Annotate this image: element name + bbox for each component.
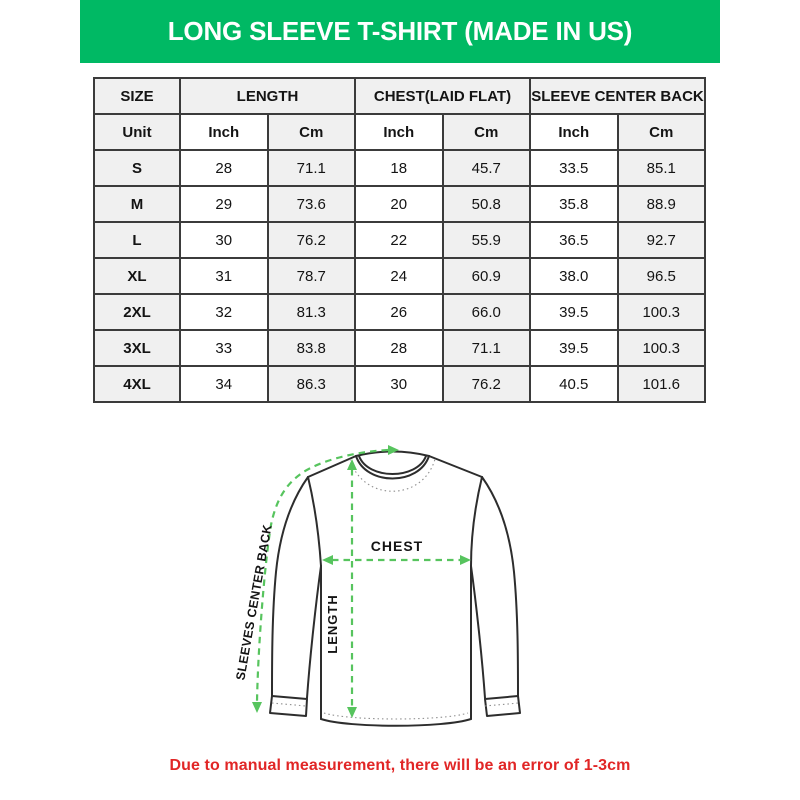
chest-arrowhead-right [460, 555, 471, 565]
value-cell: 30 [179, 221, 269, 259]
size-chart-table-body: S 28 71.1 18 45.7 33.5 85.1 M 29 73.6 20 50.8 35.8 88… [93, 149, 706, 403]
unit-header-cell: Inch [529, 113, 619, 151]
size-row: 4XL 34 86.3 30 76.2 40.5 101.6 [93, 365, 706, 403]
unit-header-cell: Cm [266, 113, 356, 151]
length-arrowhead-top [347, 459, 357, 470]
unit-header-cell: Cm [441, 113, 531, 151]
value-cell: 60.9 [441, 257, 531, 295]
value-cell: 39.5 [529, 329, 619, 367]
value-cell: 33 [179, 329, 269, 367]
unit-header-cell: Inch [354, 113, 444, 151]
value-cell: 39.5 [529, 293, 619, 331]
size-cell: L [93, 221, 181, 259]
value-cell: 50.8 [441, 185, 531, 223]
unit-header-cell: Unit [93, 113, 181, 151]
size-row: 2XL 32 81.3 26 66.0 39.5 100.3 [93, 293, 706, 331]
value-cell: 38.0 [529, 257, 619, 295]
stitch-lines [271, 458, 520, 720]
value-cell: 34 [179, 365, 269, 403]
value-cell: 71.1 [266, 149, 356, 187]
length-measure-label: LENGTH [325, 594, 340, 653]
arrowheads [252, 445, 471, 718]
column-group-header: LENGTH [179, 77, 356, 115]
value-cell: 81.3 [266, 293, 356, 331]
value-cell: 22 [354, 221, 444, 259]
value-cell: 76.2 [441, 365, 531, 403]
chest-measure-label: CHEST [371, 538, 423, 554]
unit-header-cell: Cm [616, 113, 706, 151]
column-group-header: SLEEVE CENTER BACK [529, 77, 706, 115]
value-cell: 88.9 [616, 185, 706, 223]
size-cell: 2XL [93, 293, 181, 331]
sleeve-center-back-label: SLEEVES CENTER BACK [233, 523, 274, 681]
page-title: LONG SLEEVE T-SHIRT (MADE IN US) [167, 16, 633, 46]
value-cell: 71.1 [441, 329, 531, 367]
size-row: M 29 73.6 20 50.8 35.8 88.9 [93, 185, 706, 223]
value-cell: 33.5 [529, 149, 619, 187]
size-cell: 3XL [93, 329, 181, 367]
length-arrowhead-bottom [347, 707, 357, 718]
value-cell: 20 [354, 185, 444, 223]
size-chart-table: SIZE LENGTH CHEST(LAID FLAT) SLEEVE CENTER … [93, 77, 706, 403]
value-cell: 76.2 [266, 221, 356, 259]
value-cell: 78.7 [266, 257, 356, 295]
value-cell: 86.3 [266, 365, 356, 403]
value-cell: 83.8 [266, 329, 356, 367]
value-cell: 29 [179, 185, 269, 223]
value-cell: 18 [354, 149, 444, 187]
size-row: 3XL 33 83.8 28 71.1 39.5 100.3 [93, 329, 706, 367]
value-cell: 100.3 [616, 329, 706, 367]
value-cell: 85.1 [616, 149, 706, 187]
value-cell: 36.5 [529, 221, 619, 259]
value-cell: 101.6 [616, 365, 706, 403]
value-cell: 28 [354, 329, 444, 367]
size-cell: XL [93, 257, 181, 295]
size-chart-table-head: SIZE LENGTH CHEST(LAID FLAT) SLEEVE CENTER … [93, 77, 706, 151]
sleeve-arrowhead-neck [388, 445, 399, 455]
value-cell: 66.0 [441, 293, 531, 331]
size-cell: S [93, 149, 181, 187]
unit-header-cell: Inch [179, 113, 269, 151]
value-cell: 28 [179, 149, 269, 187]
value-cell: 30 [354, 365, 444, 403]
value-cell: 40.5 [529, 365, 619, 403]
measurement-error-note: Due to manual measurement, there will be… [169, 757, 631, 774]
sleeve-arrowhead-cuff [252, 702, 262, 713]
value-cell: 92.7 [616, 221, 706, 259]
shirt-measurement-diagram: CHEST LENGTH SLEEVES CENTER BACK [233, 445, 521, 727]
column-group-header: CHEST(LAID FLAT) [354, 77, 531, 115]
measurement-arrows [255, 448, 461, 708]
value-cell: 24 [354, 257, 444, 295]
chest-arrowhead-left [322, 555, 333, 565]
value-cell: 100.3 [616, 293, 706, 331]
value-cell: 73.6 [266, 185, 356, 223]
sleeve-center-back-measure-line [255, 448, 389, 703]
value-cell: 31 [179, 257, 269, 295]
value-cell: 26 [354, 293, 444, 331]
value-cell: 45.7 [441, 149, 531, 187]
size-row: S 28 71.1 18 45.7 33.5 85.1 [93, 149, 706, 187]
size-cell: M [93, 185, 181, 223]
value-cell: 96.5 [616, 257, 706, 295]
long-sleeve-shirt-outline [269, 450, 521, 727]
size-chart-title-banner: LONG SLEEVE T-SHIRT (MADE IN US) [80, 0, 720, 63]
value-cell: 55.9 [441, 221, 531, 259]
size-row: L 30 76.2 22 55.9 36.5 92.7 [93, 221, 706, 259]
value-cell: 35.8 [529, 185, 619, 223]
size-row: XL 31 78.7 24 60.9 38.0 96.5 [93, 257, 706, 295]
column-group-header: SIZE [93, 77, 181, 115]
value-cell: 32 [179, 293, 269, 331]
size-cell: 4XL [93, 365, 181, 403]
